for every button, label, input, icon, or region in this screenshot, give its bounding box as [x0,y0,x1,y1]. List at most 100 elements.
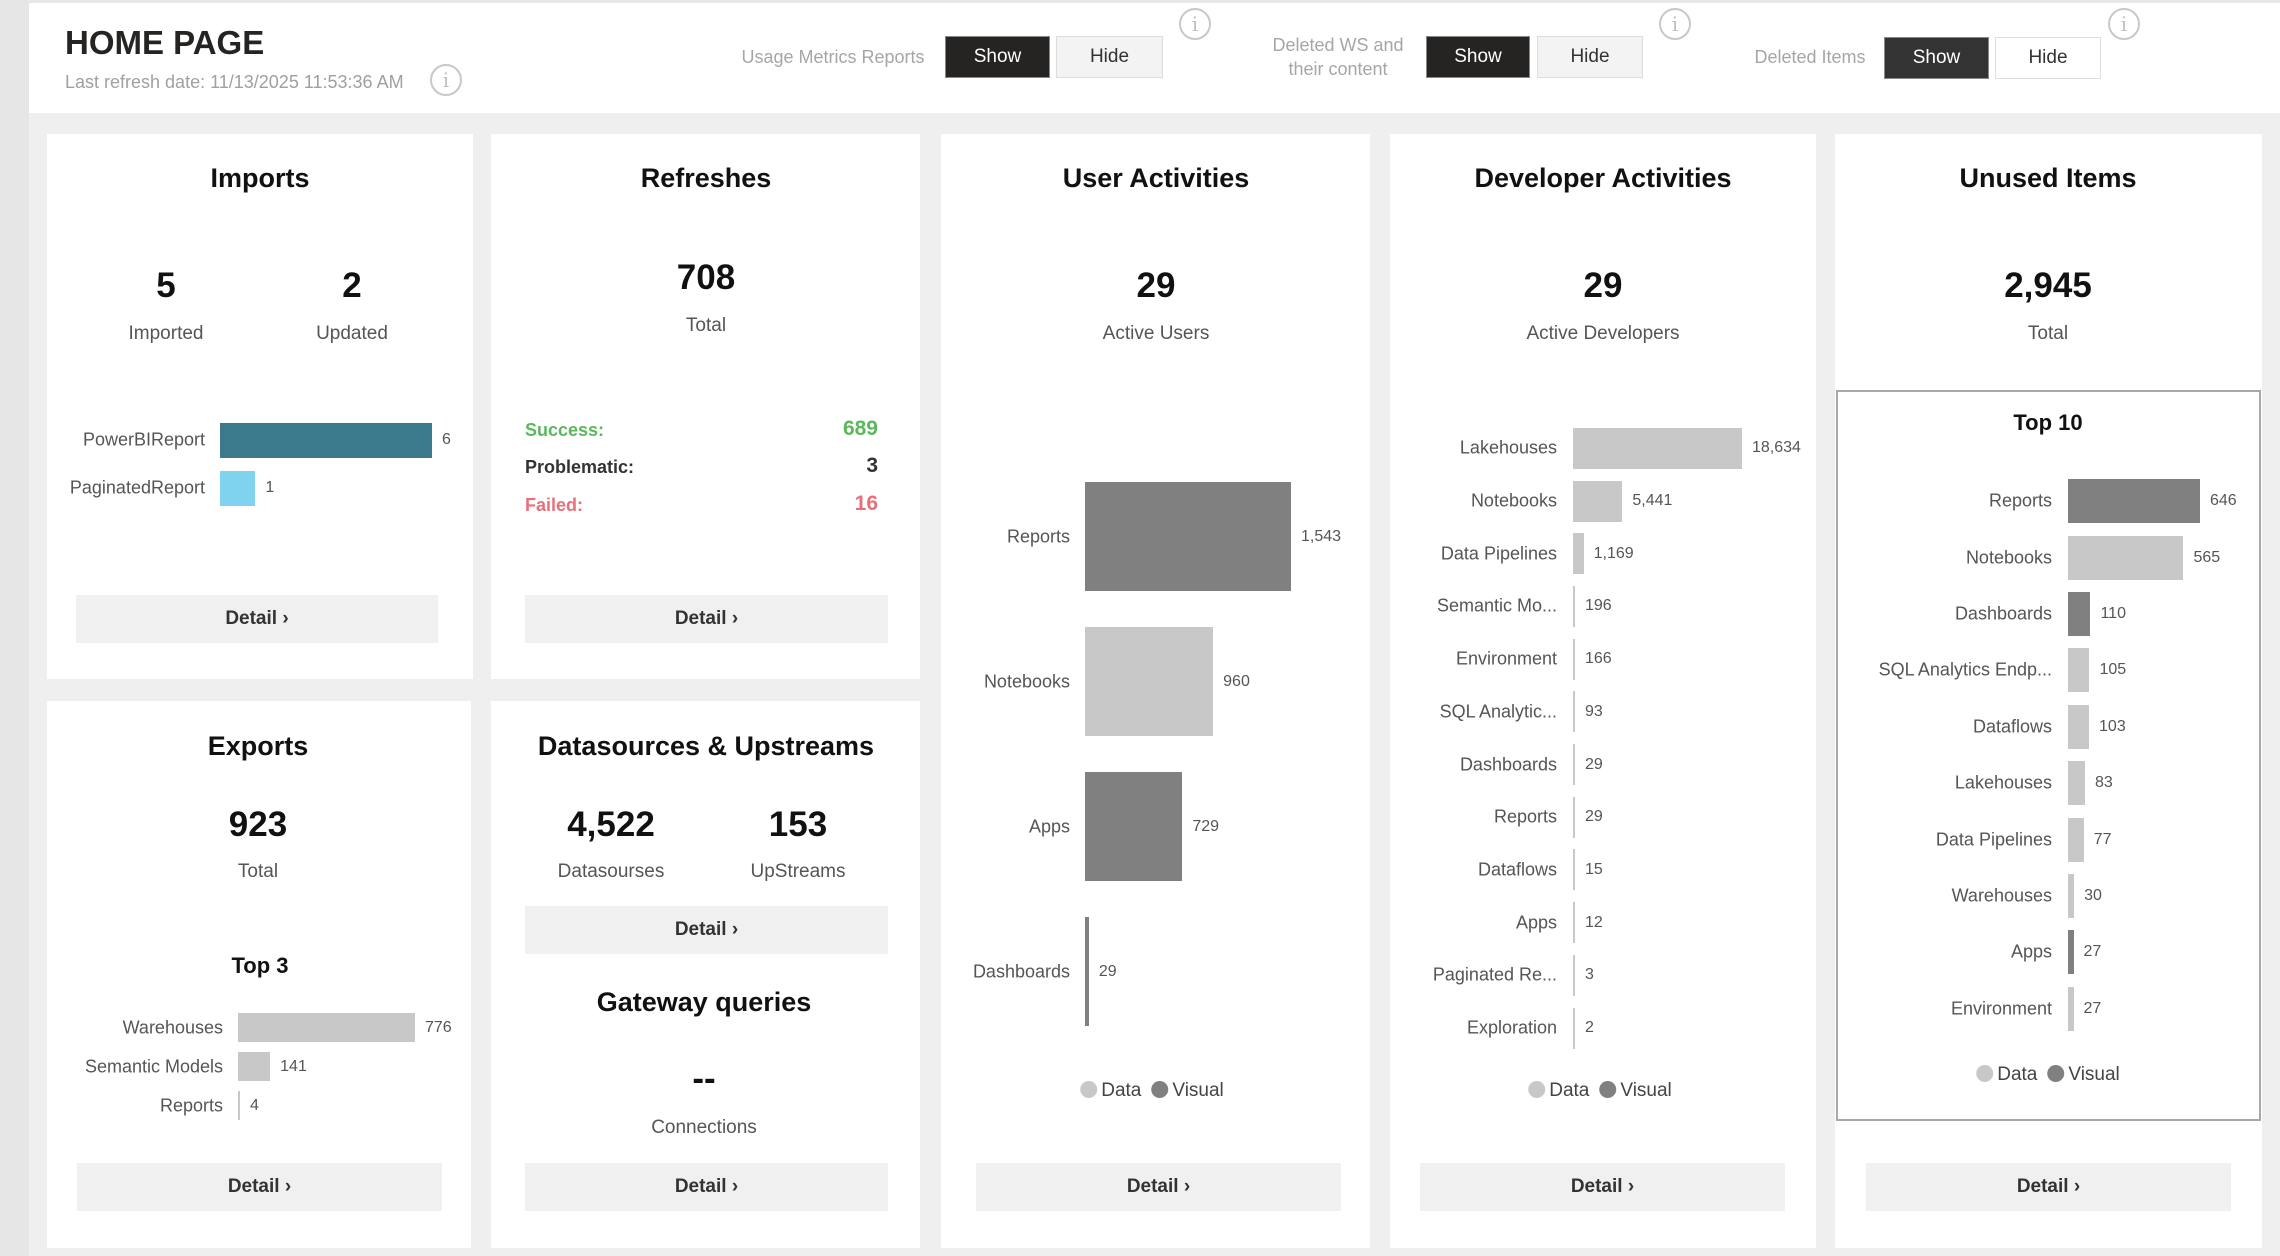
legend-visual-label: Visual [1172,1080,1224,1101]
legend-visual: Visual [2047,1064,2120,1086]
bar-label: Warehouses [122,1017,223,1037]
bar[interactable] [238,1091,240,1120]
bar[interactable] [220,470,256,506]
top10-box [1836,390,2261,1121]
bar[interactable] [1573,691,1575,733]
refreshes-total-label: Total [685,315,727,336]
bar-label: Lakehouses [1459,437,1557,458]
bar-label: Environment [1455,648,1557,669]
bar[interactable] [1573,902,1575,944]
bar-value-label: 29 [1585,808,1603,826]
bar-label: Dataflows [1477,859,1557,880]
bar[interactable] [238,1013,415,1042]
legend-data-label: Data [1549,1080,1590,1101]
bar[interactable] [1085,917,1089,1026]
bar[interactable] [1573,638,1575,680]
info-icon[interactable]: i [430,64,462,96]
top10-title: Top 10 [2013,410,2083,435]
bar-value-label: 110 [2100,605,2126,622]
data-dot-icon [1080,1081,1098,1098]
usage-metrics-show-button[interactable]: Show [945,36,1050,78]
gateway-queries-title: Gateway queries [596,987,812,1017]
bar-label: PaginatedReport [69,477,205,498]
bar-label: Reports [159,1095,223,1115]
bar-label: Dataflows [1972,716,2052,737]
exports-detail-button[interactable]: Detail › [77,1163,442,1211]
bar-value-label: 166 [1585,650,1612,668]
legend-data-label: Data [1997,1064,2038,1085]
visual-dot-icon [1599,1081,1617,1098]
bar-label: Reports [1006,526,1070,546]
bar[interactable] [2068,817,2084,862]
bar[interactable] [1085,627,1214,736]
info-icon[interactable]: i [1659,8,1691,40]
bar[interactable] [1573,744,1575,786]
bar[interactable] [2068,535,2184,580]
usage-metrics-hide-button[interactable]: Hide [1056,36,1163,78]
imports-title: Imports [210,163,310,193]
bar[interactable] [1573,533,1584,575]
info-icon[interactable]: i [1179,8,1211,40]
bar-label: Dashboards [972,961,1070,981]
active-developers-label: Active Developers [1526,323,1680,344]
bar-value-label: 1,169 [1593,544,1634,562]
bar[interactable] [1573,427,1742,469]
unused-items-detail-button[interactable]: Detail › [1866,1163,2231,1211]
legend-visual-label: Visual [1620,1080,1672,1101]
bar[interactable] [1573,585,1575,627]
bar-label: Apps [2010,941,2052,962]
bar-label: Dashboards [1954,603,2052,624]
refreshes-total: 708 [676,258,736,297]
problematic-label: Problematic: [525,457,635,477]
bar-label: Exploration [1466,1017,1557,1038]
info-icon[interactable]: i [2108,8,2140,40]
bar[interactable] [1573,1007,1575,1049]
bar-label: Reports [1988,490,2052,511]
active-users-count: 29 [1136,266,1176,305]
bar[interactable] [2068,874,2075,918]
bar[interactable] [1573,796,1575,838]
bar[interactable] [2068,648,2090,693]
developer-activities-detail-button[interactable]: Detail › [1420,1163,1785,1211]
bar[interactable] [1573,849,1575,891]
bar-value-label: 105 [2099,661,2127,679]
imports-detail-button[interactable]: Detail › [76,595,438,643]
deleted-ws-hide-button[interactable]: Hide [1537,36,1643,78]
imported-count: 5 [156,266,176,305]
bar[interactable] [2068,986,2074,1031]
bar-value-label: 141 [280,1057,307,1075]
bar[interactable] [220,422,432,458]
data-dot-icon [1528,1081,1546,1098]
datasources-count: 4,522 [567,805,655,844]
user-activities-detail-button[interactable]: Detail › [976,1163,1341,1211]
bar[interactable] [2068,592,2091,636]
bar-value-label: 83 [2094,774,2113,792]
exports-total-label: Total [237,861,279,882]
bar[interactable] [2068,761,2085,806]
deleted-items-hide-button[interactable]: Hide [1995,37,2101,79]
active-developers-count: 29 [1583,266,1623,305]
failed-label: Failed: [525,495,584,515]
bar[interactable] [1573,480,1623,522]
toggle-label-deleted-ws: Deleted WS and their content [1272,35,1404,79]
bar-value-label: 77 [2093,830,2112,848]
bar[interactable] [2068,479,2200,524]
upstreams-count: 153 [768,805,828,844]
chart-legend: Data Visual [1528,1080,1672,1102]
bar[interactable] [238,1052,271,1081]
bar[interactable] [1085,772,1183,881]
gateway-detail-button[interactable]: Detail › [525,1163,888,1211]
refreshes-detail-button[interactable]: Detail › [525,595,888,643]
gateway-connections-value: -- [692,1059,716,1098]
bar[interactable] [1085,482,1291,591]
bar[interactable] [2068,704,2090,749]
datasources-detail-button[interactable]: Detail › [525,906,888,954]
deleted-items-show-button[interactable]: Show [1884,37,1989,79]
legend-data: Data [1080,1080,1141,1102]
deleted-ws-show-button[interactable]: Show [1426,36,1530,78]
bar-value-label: 30 [2084,887,2102,904]
bar[interactable] [1573,954,1575,996]
refreshes-title: Refreshes [640,163,772,193]
bar-value-label: 1,543 [1301,527,1342,545]
bar[interactable] [2068,930,2074,975]
